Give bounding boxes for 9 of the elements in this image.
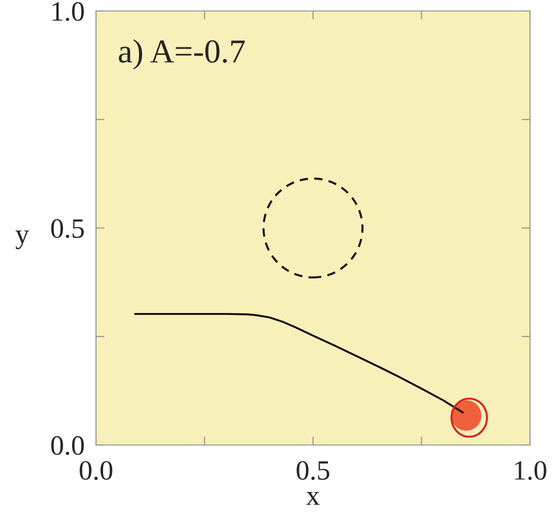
y-tick-label: 1.0 <box>52 2 84 22</box>
x-tick-label: 0.5 <box>296 461 330 480</box>
y-axis-title: y <box>16 230 30 250</box>
x-tick-label: 1.0 <box>515 461 546 480</box>
y-tick-label: 0.5 <box>51 219 84 238</box>
x-tick-label: 0.0 <box>80 461 112 480</box>
x-axis-title: x <box>306 492 320 505</box>
y-tick-label: 0.0 <box>51 436 84 456</box>
text: a) A=-0.7 <box>118 39 245 70</box>
